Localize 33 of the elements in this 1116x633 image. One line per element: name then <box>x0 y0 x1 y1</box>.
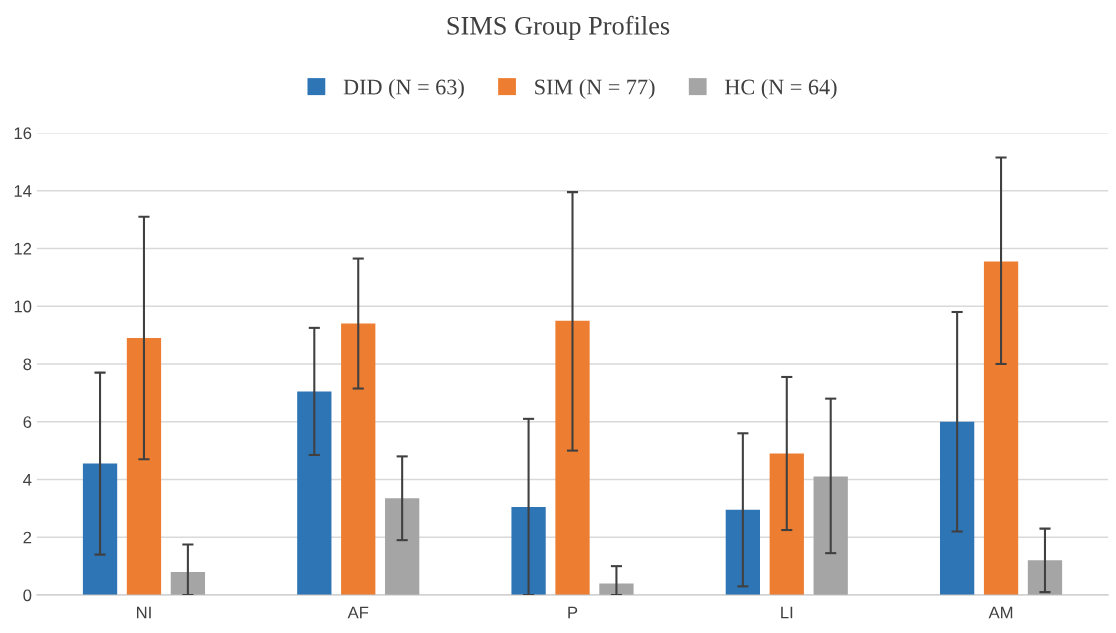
legend-label: DID (N = 63) <box>343 78 464 100</box>
bar <box>813 476 848 596</box>
y-tick-label: 4 <box>23 474 32 486</box>
bar <box>725 509 760 596</box>
x-tick-label: AF <box>347 606 369 619</box>
y-tick-label: 12 <box>14 242 32 255</box>
bar <box>385 498 420 596</box>
x-tick-label: AM <box>988 606 1013 619</box>
legend-label: SIM (N = 77) <box>535 78 655 100</box>
y-tick-label: 14 <box>14 185 32 197</box>
x-tick-label: P <box>568 606 578 619</box>
y-tick-label: 2 <box>23 531 32 544</box>
y-tick-label: 6 <box>23 416 32 428</box>
y-tick-label: 8 <box>23 358 32 371</box>
y-tick-label: 0 <box>23 589 32 602</box>
y-tick-label: 16 <box>14 127 32 140</box>
bar <box>126 337 162 596</box>
bar <box>599 583 634 596</box>
bar <box>170 571 206 596</box>
bar <box>341 323 376 596</box>
x-tick-label: NI <box>137 606 151 619</box>
y-tick-label: 10 <box>14 300 32 313</box>
bar <box>511 506 546 596</box>
bar <box>555 320 590 596</box>
chart-title: SIMS Group Profiles <box>447 15 670 41</box>
bar <box>82 463 118 596</box>
bar <box>1027 560 1063 596</box>
legend-label: HC (N = 64) <box>725 78 837 100</box>
x-tick-label: LI <box>781 606 793 619</box>
bar <box>769 453 804 596</box>
bar <box>297 391 332 596</box>
bar <box>983 261 1019 596</box>
bar <box>939 421 975 596</box>
